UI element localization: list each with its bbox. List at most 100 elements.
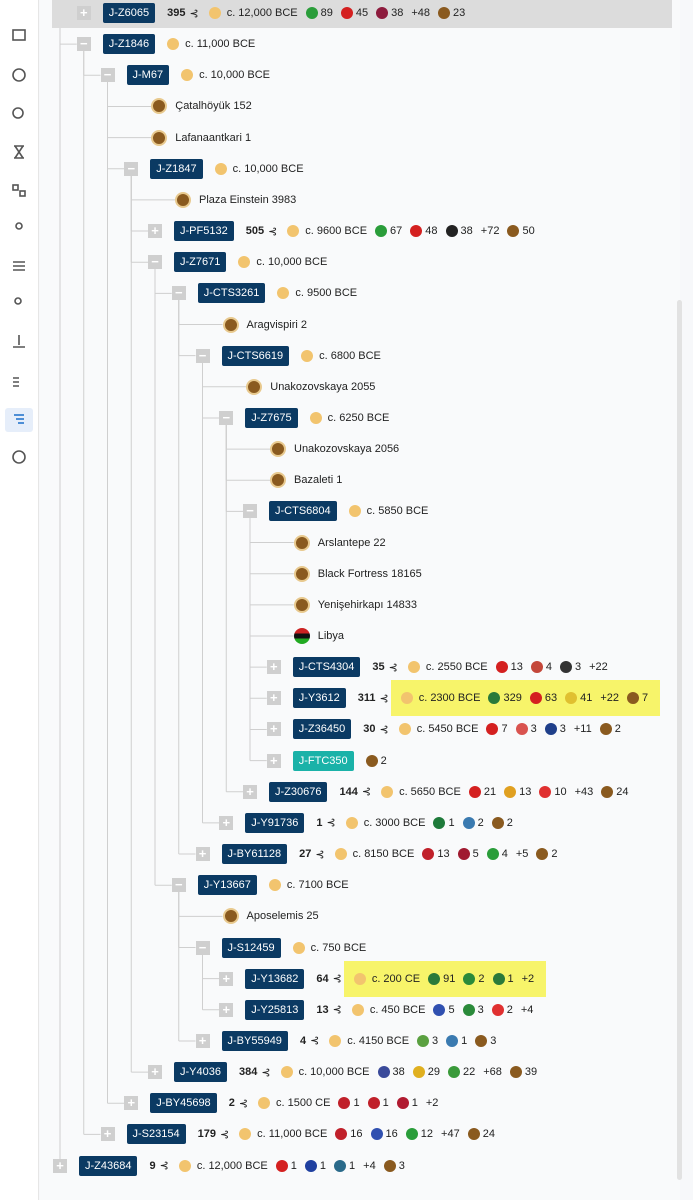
toggle[interactable]: + — [76, 6, 91, 20]
scrollbar[interactable] — [677, 300, 682, 1180]
sample-row[interactable]: Plaza Einstein 3983 — [175, 188, 296, 212]
node-row[interactable]: − J-Z1846 c. 11,000 BCE — [76, 32, 255, 56]
nav-icon[interactable] — [15, 222, 23, 230]
toggle[interactable]: − — [219, 410, 234, 425]
haplogroup-label[interactable]: J-Y91736 — [245, 812, 305, 833]
haplogroup-label[interactable]: J-Y3612 — [292, 688, 346, 709]
toggle[interactable]: − — [100, 68, 115, 83]
haplogroup-label[interactable]: J-Z1846 — [102, 34, 156, 55]
toggle[interactable]: + — [266, 722, 281, 737]
haplogroup-label[interactable]: J-CTS4304 — [292, 657, 361, 678]
nav-icon[interactable] — [14, 414, 24, 424]
haplogroup-label[interactable]: J-Z6065 — [102, 3, 156, 23]
sample-row[interactable]: Yenişehirkapı 14833 — [293, 593, 417, 617]
sample-row[interactable]: Bazaleti 1 — [270, 468, 342, 492]
toggle[interactable]: + — [266, 691, 281, 706]
haplogroup-label[interactable]: J-S12459 — [221, 937, 281, 958]
haplogroup-label[interactable]: J-BY61128 — [221, 844, 288, 865]
node-row[interactable]: + J-Z43684 9 ⊰ c. 12,000 BCE 1 1 1 +4 3 — [53, 1154, 405, 1178]
sample-row[interactable]: Libya — [293, 624, 344, 648]
node-row[interactable]: − J-Z7675 c. 6250 BCE — [219, 406, 389, 430]
node-row[interactable]: + J-Y4036 384 ⊰ c. 10,000 BCE 38 29 22 +68 39 — [148, 1060, 537, 1084]
nav-icon[interactable] — [14, 145, 24, 159]
haplogroup-label[interactable]: J-Z7671 — [174, 252, 227, 273]
node-row[interactable]: + J-FTC350 2 — [266, 749, 387, 773]
nav-icon[interactable] — [12, 107, 24, 119]
toggle[interactable]: + — [266, 660, 281, 675]
node-row[interactable]: − J-CTS6804 c. 5850 BCE — [243, 499, 428, 523]
toggle[interactable]: − — [148, 255, 162, 270]
toggle[interactable]: + — [53, 1158, 67, 1173]
haplogroup-label[interactable]: J-Y4036 — [174, 1062, 227, 1083]
node-row[interactable]: + J-BY61128 27 ⊰ c. 8150 BCE 13 5 4 +5 2 — [195, 842, 558, 866]
haplogroup-label[interactable]: J-Z36450 — [292, 719, 352, 740]
toggle[interactable]: + — [195, 1033, 210, 1048]
toggle[interactable]: − — [195, 940, 210, 955]
toggle[interactable]: + — [243, 784, 257, 799]
sample-row[interactable]: Lafanaantkari 1 — [151, 126, 251, 150]
sample-row[interactable]: Aragvispiri 2 — [222, 313, 307, 337]
node-row[interactable]: + J-PF5132 505 ⊰ c. 9600 BCE 67 48 38 +72 50 — [148, 219, 535, 243]
toggle[interactable]: + — [100, 1127, 115, 1142]
node-row[interactable]: + J-Y25813 13 ⊰ c. 450 BCE 5 3 2 +4 — [219, 998, 533, 1022]
toggle[interactable]: − — [171, 286, 186, 301]
haplogroup-label[interactable]: J-CTS3261 — [197, 283, 266, 304]
node-row[interactable]: − J-S12459 c. 750 BCE — [195, 936, 366, 960]
haplogroup-label[interactable]: J-FTC350 — [292, 750, 354, 771]
node-row[interactable]: + J-Z36450 30 ⊰ c. 5450 BCE 7 3 3 +11 2 — [266, 717, 621, 741]
haplogroup-label[interactable]: J-Y13667 — [197, 875, 257, 896]
node-row[interactable]: + J-Z6065 395 ⊰ c. 12,000 BCE 89 45 38 +48 23 — [76, 1, 465, 25]
haplogroup-label[interactable]: J-CTS6619 — [221, 345, 290, 366]
node-row[interactable]: − J-CTS3261 c. 9500 BCE — [171, 281, 357, 305]
nav-icon[interactable] — [13, 261, 25, 271]
haplogroup-label[interactable]: J-BY55949 — [221, 1030, 288, 1051]
nav-icon[interactable] — [19, 190, 26, 197]
haplogroup-label[interactable]: J-Y13682 — [245, 968, 305, 989]
node-row[interactable]: + J-Z30676 144 ⊰ c. 5650 BCE 21 13 10 +43 24 — [243, 780, 629, 804]
nav-icon[interactable] — [13, 377, 19, 387]
sample-row[interactable]: Çatalhöyük 152 — [151, 94, 252, 118]
toggle[interactable]: + — [148, 224, 162, 239]
haplogroup-label[interactable]: J-Z30676 — [269, 781, 328, 802]
toggle[interactable]: − — [195, 348, 210, 363]
haplogroup-label[interactable]: J-PF5132 — [174, 221, 234, 242]
haplogroup-label[interactable]: J-BY45698 — [150, 1093, 217, 1114]
haplogroup-label[interactable]: J-Y25813 — [245, 999, 305, 1020]
sample-row[interactable]: Arslantepe 22 — [293, 531, 386, 555]
node-row[interactable]: + J-Y13682 64 ⊰ c. 200 CE 91 2 1 +2 — [219, 960, 547, 997]
toggle[interactable]: + — [219, 815, 234, 830]
node-row[interactable]: − J-Z7671 c. 10,000 BCE — [148, 250, 327, 274]
toggle[interactable]: − — [171, 878, 186, 893]
node-row[interactable]: + J-BY45698 2 ⊰ c. 1500 CE 1 1 1 +2 — [124, 1091, 438, 1115]
sample-row[interactable]: Aposelemis 25 — [222, 904, 319, 928]
nav-icon[interactable] — [12, 184, 19, 191]
node-row[interactable]: + J-Y91736 1 ⊰ c. 3000 BCE 1 2 2 — [219, 811, 513, 835]
nav-icon[interactable] — [12, 450, 26, 464]
node-row[interactable]: − J-Y13667 c. 7100 BCE — [171, 873, 349, 897]
haplogroup-label[interactable]: J-M67 — [126, 65, 170, 86]
sample-row[interactable]: Unakozovskaya 2055 — [246, 375, 375, 399]
haplogroup-label[interactable]: J-Z43684 — [79, 1155, 138, 1176]
toggle[interactable]: + — [219, 971, 234, 986]
toggle[interactable]: + — [195, 847, 210, 862]
node-row[interactable]: + J-S23154 179 ⊰ c. 11,000 BCE 16 16 12 +47 24 — [100, 1122, 495, 1146]
haplogroup-label[interactable]: J-Z1847 — [150, 158, 203, 179]
toggle[interactable]: + — [219, 1002, 234, 1017]
node-row[interactable]: + J-CTS4304 35 ⊰ c. 2550 BCE 13 4 3 +22 — [266, 655, 608, 679]
toggle[interactable]: + — [148, 1065, 162, 1080]
toggle[interactable]: − — [243, 504, 257, 519]
sample-row[interactable]: Unakozovskaya 2056 — [270, 437, 399, 461]
node-row[interactable]: − J-CTS6619 c. 6800 BCE — [195, 344, 381, 368]
nav-icon[interactable] — [14, 297, 22, 305]
toggle[interactable]: + — [124, 1096, 139, 1111]
haplogroup-label[interactable]: J-S23154 — [126, 1124, 186, 1145]
haplogroup-label[interactable]: J-Z7675 — [245, 407, 298, 428]
sample-row[interactable]: Black Fortress 18165 — [293, 562, 422, 586]
toggle[interactable]: − — [124, 161, 139, 176]
toggle[interactable]: + — [266, 753, 281, 768]
nav-icon[interactable] — [12, 29, 26, 41]
toggle[interactable]: − — [76, 37, 91, 52]
node-row[interactable]: − J-Z1847 c. 10,000 BCE — [124, 157, 304, 181]
node-row[interactable]: + J-Y3612 311 ⊰ c. 2300 BCE 329 63 41 +22 7 — [266, 680, 661, 717]
haplogroup-label[interactable]: J-CTS6804 — [269, 501, 337, 522]
